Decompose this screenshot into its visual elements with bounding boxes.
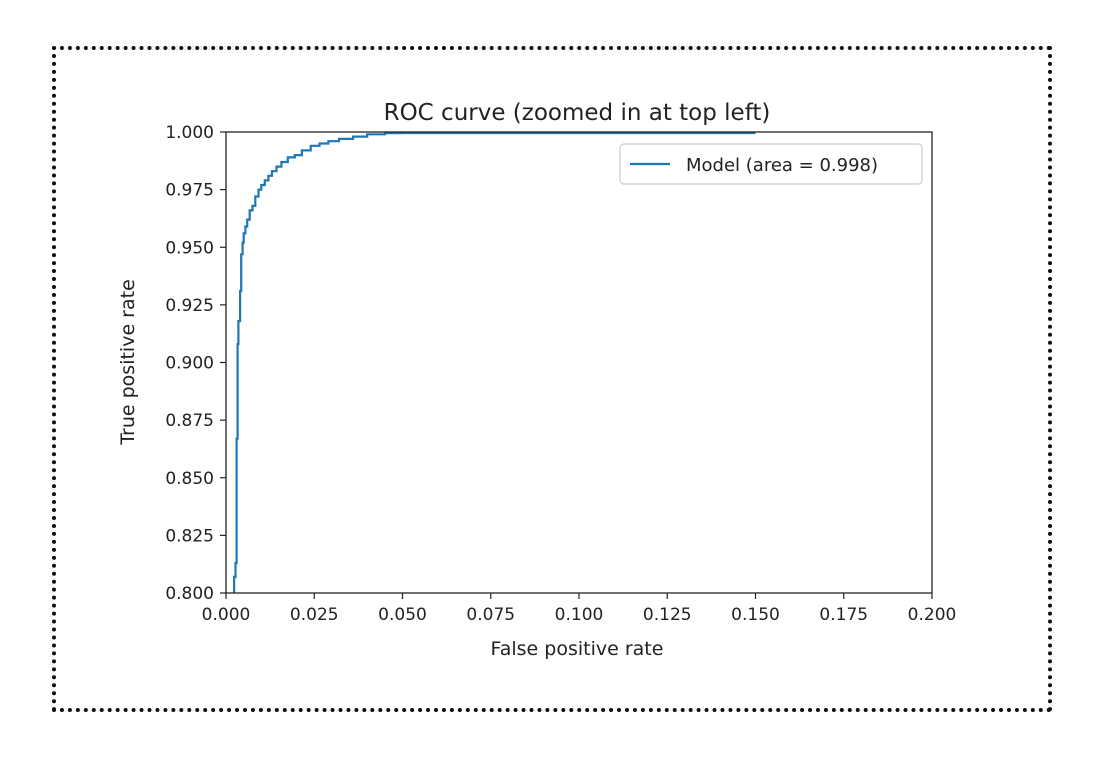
legend-label: Model (area = 0.998) bbox=[686, 155, 878, 176]
y-tick-label: 0.975 bbox=[165, 181, 214, 201]
y-tick-label: 0.925 bbox=[165, 296, 214, 316]
y-axis-ticks: 0.800 0.825 0.850 0.875 0.900 0.925 0.950 0.975… bbox=[165, 123, 226, 604]
y-tick-label: 0.950 bbox=[165, 238, 214, 258]
legend-box bbox=[619, 143, 923, 185]
y-tick-label: 0.850 bbox=[165, 469, 214, 489]
x-tick-label: 0.125 bbox=[643, 605, 692, 625]
x-tick-label: 0.100 bbox=[555, 605, 604, 625]
y-tick-label: 0.800 bbox=[165, 584, 214, 604]
plot-border bbox=[225, 131, 933, 594]
x-tick-label: 0.050 bbox=[378, 605, 427, 625]
legend: Model (area = 0.998) bbox=[619, 143, 923, 185]
y-tick-label: 0.875 bbox=[165, 411, 214, 431]
figure-frame bbox=[52, 46, 1052, 712]
chart-title: ROC curve (zoomed in at top left) bbox=[384, 100, 771, 126]
y-tick-label: 1.000 bbox=[165, 123, 214, 143]
x-tick-label: 0.200 bbox=[908, 605, 957, 625]
x-axis-ticks: 0.000 0.025 0.050 0.075 0.100 0.125 0.150 0.175… bbox=[202, 593, 957, 625]
plot-area bbox=[226, 132, 932, 593]
y-tick-label: 0.900 bbox=[165, 354, 214, 374]
roc-curve-line bbox=[233, 131, 756, 593]
x-tick-label: 0.000 bbox=[202, 605, 251, 625]
x-tick-label: 0.025 bbox=[290, 605, 339, 625]
y-axis-label: True positive rate bbox=[117, 279, 139, 446]
y-tick-label: 0.825 bbox=[165, 526, 214, 546]
x-tick-label: 0.075 bbox=[466, 605, 515, 625]
x-tick-label: 0.175 bbox=[819, 605, 868, 625]
x-tick-label: 0.150 bbox=[731, 605, 780, 625]
x-axis-label: False positive rate bbox=[491, 638, 664, 660]
